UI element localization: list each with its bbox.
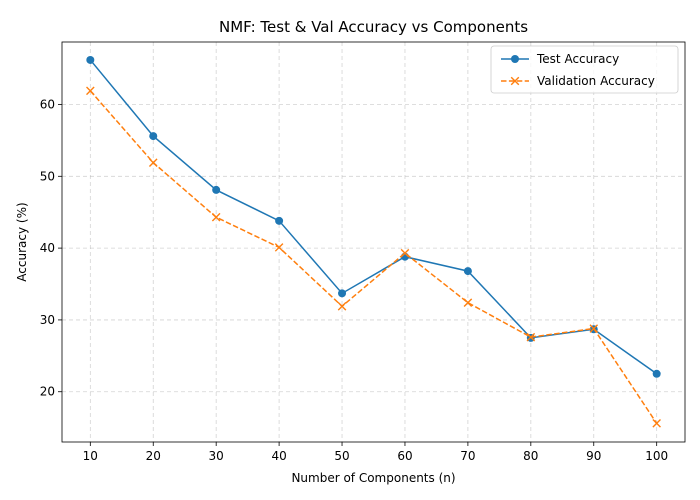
y-tick-label: 30 [40,313,55,327]
validation-accuracy-point [86,86,95,96]
x-tick-label: 40 [271,449,286,463]
validation-accuracy-point [337,301,347,311]
y-tick-label: 20 [40,385,55,399]
test-accuracy-point [275,216,284,225]
validation-accuracy-legend-label: Validation Accuracy [537,74,655,88]
y-tick-label: 50 [40,169,55,183]
test-accuracy-point [463,267,472,276]
test-accuracy-point [149,132,158,141]
x-tick-label: 30 [209,449,224,463]
validation-accuracy-point [652,419,661,428]
x-tick-label: 70 [460,449,475,463]
x-tick-label: 10 [83,449,98,463]
test-accuracy-point [86,55,95,64]
validation-accuracy-point [589,324,599,333]
test-accuracy-point [212,185,221,194]
y-tick-label: 60 [40,97,55,111]
y-ticks: 20 30 40 50 60 [40,97,62,399]
test-accuracy-point [338,289,347,298]
x-tick-label: 50 [334,449,349,463]
x-tick-label: 80 [523,449,538,463]
x-ticks: 10 20 30 40 50 60 70 80 90 100 [83,442,668,463]
validation-accuracy-point [526,332,536,342]
validation-accuracy-point [400,248,410,258]
validation-accuracy-point [211,212,221,222]
y-axis-label: Accuracy (%) [15,202,29,281]
test-accuracy-legend-marker [511,55,519,63]
validation-accuracy-line [89,90,658,424]
legend-frame [490,45,679,94]
x-tick-label: 100 [645,449,668,463]
validation-accuracy-point [463,298,473,307]
test-accuracy-point [652,369,661,378]
x-axis-label: Number of Components (n) [291,471,455,485]
legend: Test Accuracy Validation Accuracy [490,45,679,94]
validation-accuracy-legend-marker [510,76,520,86]
plot-frame [61,41,686,443]
grid [62,42,685,442]
validation-accuracy-point [274,243,284,252]
chart-title: NMF: Test & Val Accuracy vs Components [219,18,528,36]
x-tick-label: 90 [586,449,601,463]
validation-accuracy-point [148,158,158,167]
series-layer [86,55,661,428]
y-tick-label: 40 [40,241,55,255]
test-accuracy-legend-label: Test Accuracy [536,52,619,66]
x-tick-label: 20 [146,449,161,463]
x-tick-label: 60 [397,449,412,463]
